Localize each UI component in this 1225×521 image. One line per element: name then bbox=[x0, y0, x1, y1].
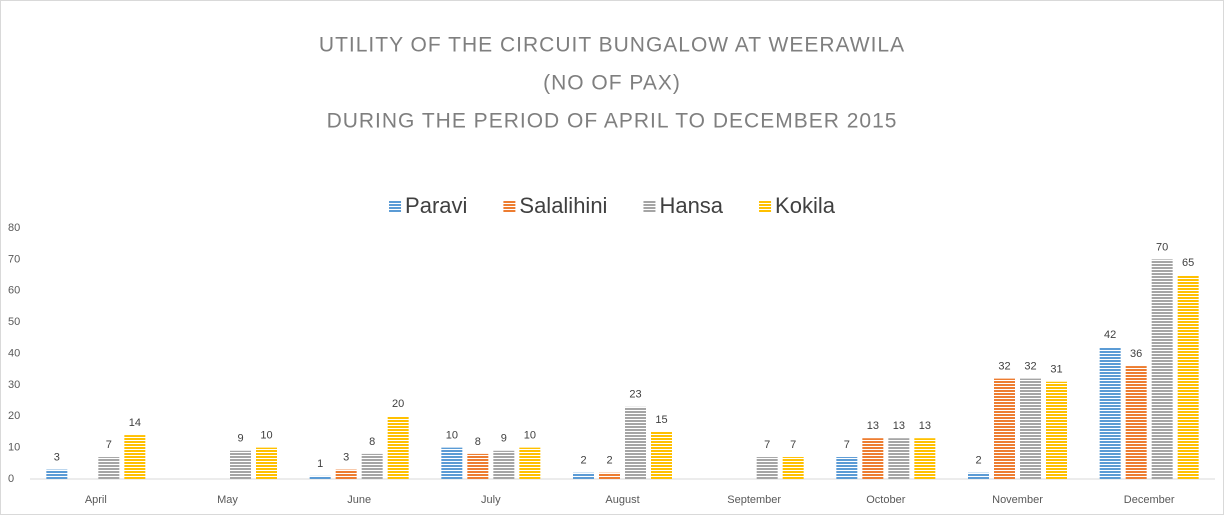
bar bbox=[467, 453, 489, 479]
bar bbox=[1020, 378, 1041, 479]
bar bbox=[782, 457, 804, 479]
value-label: 2 bbox=[606, 455, 612, 467]
bar bbox=[888, 438, 910, 479]
value-label: 14 bbox=[129, 417, 141, 429]
y-tick-label: 20 bbox=[8, 410, 20, 422]
value-label: 3 bbox=[343, 451, 349, 463]
y-tick-label: 50 bbox=[8, 316, 20, 328]
bar bbox=[1177, 275, 1199, 479]
legend-item: Hansa bbox=[643, 193, 724, 218]
value-label: 7 bbox=[764, 439, 770, 451]
legend-item: Salalihini bbox=[503, 193, 607, 218]
value-label: 10 bbox=[260, 430, 272, 442]
bar bbox=[1151, 259, 1173, 479]
legend-label: Salalihini bbox=[519, 193, 607, 218]
value-label: 20 bbox=[392, 398, 404, 410]
legend-label: Hansa bbox=[659, 193, 723, 218]
bar bbox=[625, 406, 646, 479]
value-label: 65 bbox=[1182, 257, 1194, 269]
bar bbox=[599, 472, 620, 479]
y-tick-label: 0 bbox=[8, 473, 14, 485]
value-label: 31 bbox=[1050, 364, 1062, 376]
bar bbox=[230, 450, 251, 479]
value-label: 10 bbox=[446, 430, 458, 442]
bar bbox=[756, 457, 778, 479]
bar bbox=[387, 416, 409, 479]
y-tick-label: 40 bbox=[8, 347, 20, 359]
bar bbox=[124, 435, 146, 479]
x-tick-label: December bbox=[1124, 494, 1175, 506]
value-label: 32 bbox=[1024, 361, 1036, 373]
bar bbox=[1099, 347, 1121, 479]
bar bbox=[914, 438, 936, 479]
value-label: 8 bbox=[475, 436, 481, 448]
bar bbox=[98, 457, 120, 479]
value-label: 32 bbox=[998, 361, 1010, 373]
chart-title: DURING THE PERIOD OF APRIL TO DECEMBER 2… bbox=[327, 110, 898, 133]
y-tick-label: 60 bbox=[8, 285, 20, 297]
bar bbox=[1046, 381, 1067, 479]
bar bbox=[968, 472, 989, 479]
value-label: 10 bbox=[524, 430, 536, 442]
value-label: 36 bbox=[1130, 348, 1142, 360]
legend-label: Paravi bbox=[405, 193, 467, 218]
bar bbox=[256, 447, 277, 479]
y-tick-label: 70 bbox=[8, 253, 20, 265]
legend-swatch bbox=[643, 201, 656, 213]
value-label: 23 bbox=[629, 389, 641, 401]
bar bbox=[309, 475, 331, 479]
x-tick-label: June bbox=[347, 494, 371, 506]
bar bbox=[519, 447, 541, 479]
chart-title: UTILITY OF THE CIRCUIT BUNGALOW AT WEERA… bbox=[319, 34, 905, 57]
legend-item: Kokila bbox=[759, 193, 836, 218]
legend-item: Paravi bbox=[389, 193, 467, 218]
x-tick-label: November bbox=[992, 494, 1043, 506]
chart-title: (NO OF PAX) bbox=[543, 72, 681, 95]
bar bbox=[361, 453, 383, 479]
legend-swatch bbox=[759, 201, 772, 213]
value-label: 13 bbox=[867, 420, 879, 432]
value-label: 9 bbox=[501, 433, 507, 445]
bar bbox=[493, 450, 515, 479]
legend-swatch bbox=[389, 201, 402, 213]
x-tick-label: August bbox=[605, 494, 639, 506]
value-label: 13 bbox=[919, 420, 931, 432]
x-tick-label: October bbox=[866, 494, 905, 506]
x-tick-label: May bbox=[217, 494, 238, 506]
x-tick-label: July bbox=[481, 494, 501, 506]
x-tick-label: September bbox=[727, 494, 781, 506]
x-tick-label: April bbox=[85, 494, 107, 506]
value-label: 7 bbox=[790, 439, 796, 451]
value-label: 7 bbox=[844, 439, 850, 451]
bar bbox=[46, 469, 68, 479]
bar bbox=[862, 438, 884, 479]
value-label: 42 bbox=[1104, 329, 1116, 341]
y-tick-label: 30 bbox=[8, 379, 20, 391]
value-label: 7 bbox=[106, 439, 112, 451]
bar bbox=[573, 472, 594, 479]
bar bbox=[994, 378, 1015, 479]
bar bbox=[1125, 366, 1147, 479]
y-tick-label: 10 bbox=[8, 442, 20, 454]
bar bbox=[836, 457, 858, 479]
value-label: 70 bbox=[1156, 241, 1168, 253]
value-label: 1 bbox=[317, 458, 323, 470]
value-label: 2 bbox=[580, 455, 586, 467]
legend-label: Kokila bbox=[775, 193, 836, 218]
value-label: 2 bbox=[975, 455, 981, 467]
legend-swatch bbox=[503, 201, 516, 213]
value-label: 15 bbox=[655, 414, 667, 426]
y-tick-label: 80 bbox=[8, 222, 20, 234]
value-label: 3 bbox=[54, 451, 60, 463]
bar bbox=[441, 447, 463, 479]
value-label: 13 bbox=[893, 420, 905, 432]
bar bbox=[335, 469, 357, 479]
value-label: 8 bbox=[369, 436, 375, 448]
bar bbox=[651, 431, 672, 479]
value-label: 9 bbox=[237, 433, 243, 445]
